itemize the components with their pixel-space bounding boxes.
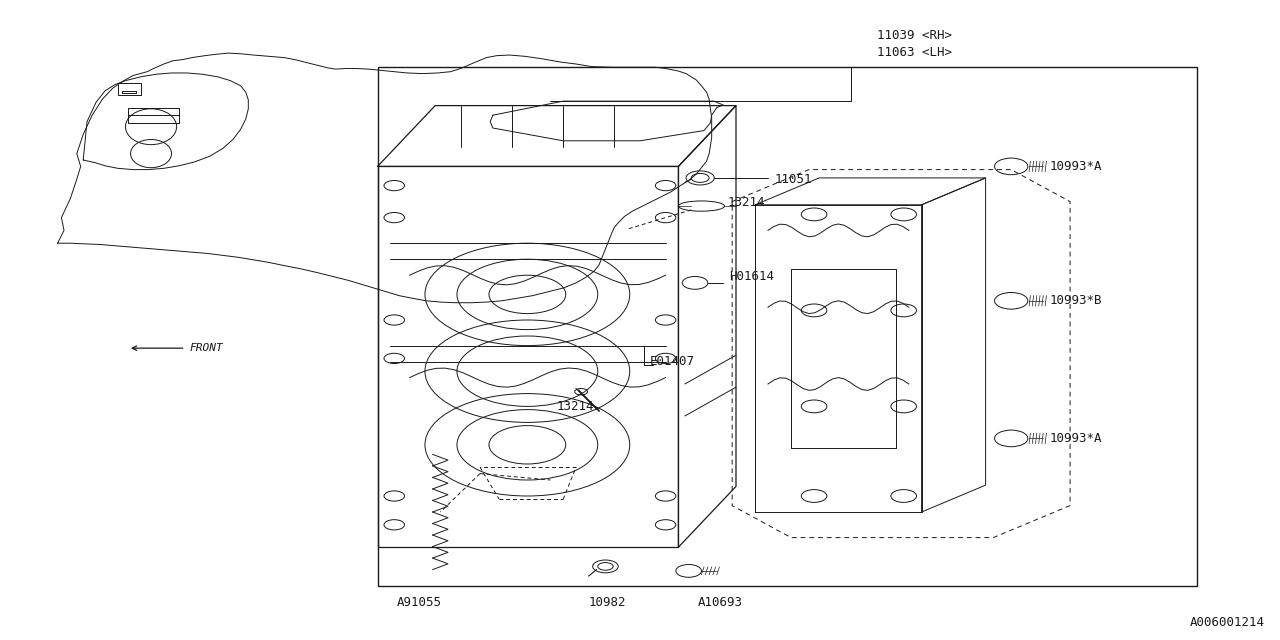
Text: 11063 <LH>: 11063 <LH> xyxy=(877,46,952,59)
Text: 10993*B: 10993*B xyxy=(1050,294,1102,307)
Text: 10993*A: 10993*A xyxy=(1050,432,1102,445)
Text: 10993*A: 10993*A xyxy=(1050,160,1102,173)
Text: H01614: H01614 xyxy=(730,270,774,283)
Text: 11039 <RH>: 11039 <RH> xyxy=(877,29,952,42)
Text: 13214: 13214 xyxy=(727,196,764,209)
Text: A10693: A10693 xyxy=(698,596,742,609)
Text: FRONT: FRONT xyxy=(189,343,223,353)
Text: A91055: A91055 xyxy=(397,596,442,609)
Bar xyxy=(378,67,1197,586)
Text: E01407: E01407 xyxy=(650,355,695,368)
Text: 10982: 10982 xyxy=(589,596,626,609)
Text: 13214: 13214 xyxy=(557,400,594,413)
Text: A006001214: A006001214 xyxy=(1189,616,1265,628)
Text: 11051: 11051 xyxy=(774,173,812,186)
